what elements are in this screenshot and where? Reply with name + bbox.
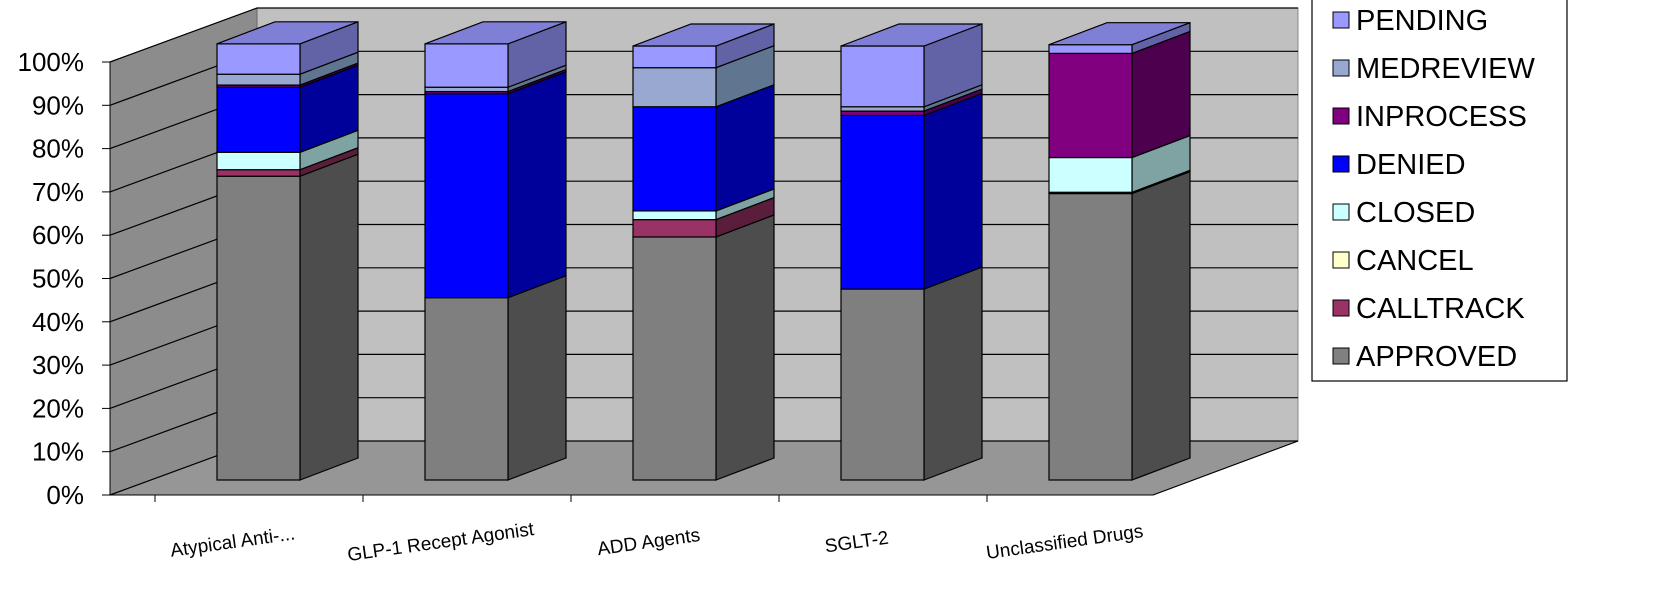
bar-side	[299, 153, 359, 481]
bar-front	[840, 288, 925, 481]
bar-side	[1131, 170, 1191, 481]
bar-segment-closed	[216, 129, 359, 171]
legend-label-inprocess: INPROCESS	[1356, 101, 1527, 133]
bar-segment-pending	[632, 23, 775, 69]
bar-segment-medreview	[632, 44, 775, 108]
bar-front	[632, 236, 717, 481]
bar-front	[216, 151, 301, 171]
y-tick-label: 30%	[32, 350, 84, 380]
bar-front	[632, 45, 717, 69]
bar-segment-approved	[1048, 170, 1191, 481]
bar-segment-pending	[424, 20, 567, 89]
bar-front	[216, 175, 301, 481]
y-tick-label: 70%	[32, 177, 84, 207]
legend-box	[1311, 0, 1568, 382]
bar-front	[1048, 156, 1133, 193]
legend-label-calltrack: CALLTRACK	[1356, 293, 1525, 325]
bar-segment-pending	[840, 23, 983, 108]
bar-front	[632, 210, 717, 221]
bar-front	[216, 73, 301, 86]
bar-front	[840, 110, 925, 117]
y-tick-label: 60%	[32, 220, 84, 250]
gridline	[109, 7, 1298, 63]
y-tick-label: 0%	[46, 480, 84, 510]
bar-stack-glp-1-recept-agonist	[424, 20, 567, 481]
bar-side	[715, 214, 775, 481]
bar-segment-approved	[632, 214, 775, 481]
bar-front	[840, 114, 925, 290]
bar-top	[840, 23, 983, 47]
x-category-label: Atypical Anti-...	[169, 523, 296, 561]
legend-label-pending: PENDING	[1356, 5, 1488, 37]
bar-stack-atypical-anti	[216, 20, 359, 481]
bar-side	[507, 70, 567, 299]
x-category-label: ADD Agents	[596, 525, 701, 560]
bar-side	[923, 266, 983, 481]
bar-front	[216, 86, 301, 153]
legend: PENDING MEDREVIEW INPROCESS DENIED CLOSED CAN…	[1311, 0, 1568, 382]
bar-front	[424, 43, 509, 88]
bar-segment-approved	[216, 153, 359, 481]
bar-side	[923, 92, 983, 290]
bar-segment-approved	[424, 274, 567, 481]
bar-top	[1048, 22, 1191, 46]
x-category-label: Unclassified Drugs	[985, 521, 1145, 564]
bar-stack-unclassified-drugs	[1048, 21, 1191, 481]
y-tick-label: 40%	[32, 307, 84, 337]
bar-stacks	[216, 20, 1191, 481]
y-axis: 0% 10% 20% 30% 40% 50% 60% 70% 80% 90% 100%	[18, 47, 111, 510]
y-tick-label: 90%	[32, 90, 84, 120]
floor-edge	[1152, 440, 1299, 496]
bar-stack-sglt-2	[840, 23, 983, 481]
legend-label-cancel: CANCEL	[1356, 245, 1474, 277]
bar-segment-inprocess	[1048, 30, 1191, 159]
bar-segment-approved	[840, 266, 983, 481]
legend-swatch-calltrack	[1332, 299, 1350, 317]
bar-front	[632, 219, 717, 238]
bar-front	[1048, 44, 1133, 54]
bar-front	[424, 297, 509, 481]
bar-front	[216, 43, 301, 75]
bar-segment-denied	[632, 83, 775, 212]
y-tick-label: 80%	[32, 134, 84, 164]
bar-front	[216, 169, 301, 177]
legend-swatch-inprocess	[1332, 107, 1350, 125]
y-tick-label: 10%	[32, 437, 84, 467]
bar-stack-add-agents	[632, 23, 775, 481]
bar-segment-denied	[216, 64, 359, 154]
bar-front	[424, 86, 509, 93]
bar-top	[424, 21, 567, 45]
bar-top	[632, 23, 775, 47]
y-tick-label: 100%	[18, 47, 85, 77]
bar-front	[840, 106, 925, 112]
bar-side	[507, 274, 567, 481]
legend-swatch-denied	[1332, 155, 1350, 173]
y-tick-label: 20%	[32, 393, 84, 423]
legend-label-approved: APPROVED	[1356, 341, 1517, 373]
legend-label-closed: CLOSED	[1356, 197, 1475, 229]
legend-swatch-approved	[1332, 347, 1350, 365]
legend-label-denied: DENIED	[1356, 149, 1466, 181]
bar-top	[216, 21, 359, 45]
bar-front	[424, 93, 509, 299]
bar-segment-denied	[424, 70, 567, 299]
bar-segment-closed	[1048, 134, 1191, 194]
x-category-label: GLP-1 Recept Agonist	[346, 519, 536, 566]
legend-label-medreview: MEDREVIEW	[1356, 53, 1535, 85]
bar-front	[632, 106, 717, 212]
x-category-label: SGLT-2	[824, 528, 890, 558]
legend-swatch-cancel	[1332, 251, 1350, 269]
bar-front	[632, 67, 717, 108]
bar-front	[1048, 52, 1133, 159]
legend-swatch-medreview	[1332, 59, 1350, 77]
y-tick-label: 50%	[32, 264, 84, 294]
legend-swatch-pending	[1332, 11, 1350, 29]
bar-segment-denied	[840, 92, 983, 290]
legend-swatch-closed	[1332, 203, 1350, 221]
bar-front	[1048, 192, 1133, 481]
bar-front	[840, 45, 925, 108]
